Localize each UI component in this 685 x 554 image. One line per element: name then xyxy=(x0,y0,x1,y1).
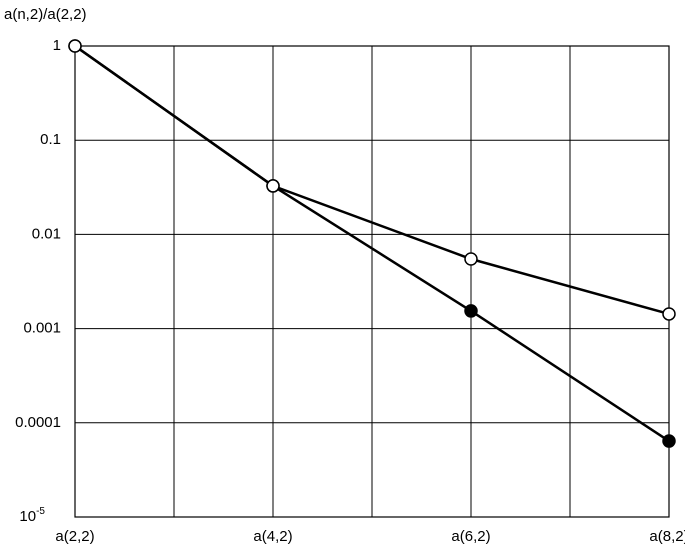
point-marker xyxy=(464,304,478,318)
y-tick-label: 0.1 xyxy=(40,131,61,148)
x-tick-label: a(4,2) xyxy=(253,528,292,545)
y-tick-label-superscript: -5 xyxy=(36,506,45,517)
point-marker xyxy=(662,307,676,321)
point-marker xyxy=(266,179,280,193)
y-axis-label: a(n,2)/a(2,2) xyxy=(4,6,87,23)
x-tick-label: a(6,2) xyxy=(451,528,490,545)
point-marker xyxy=(662,434,676,448)
y-tick-label: 10-5 xyxy=(19,506,45,525)
y-tick-label: 1 xyxy=(53,37,61,54)
y-tick-label: 0.0001 xyxy=(15,414,61,431)
point-marker xyxy=(68,39,82,53)
x-tick-label: a(2,2) xyxy=(55,528,94,545)
series-line xyxy=(74,44,670,316)
y-tick-label: 0.001 xyxy=(23,320,61,337)
y-tick-label-base: 10 xyxy=(19,508,36,525)
grid xyxy=(74,45,670,518)
plot-frame xyxy=(74,45,670,518)
y-tick-label: 0.01 xyxy=(32,225,61,242)
x-tick-label: a(8,2) xyxy=(649,528,685,545)
point-marker xyxy=(464,252,478,266)
